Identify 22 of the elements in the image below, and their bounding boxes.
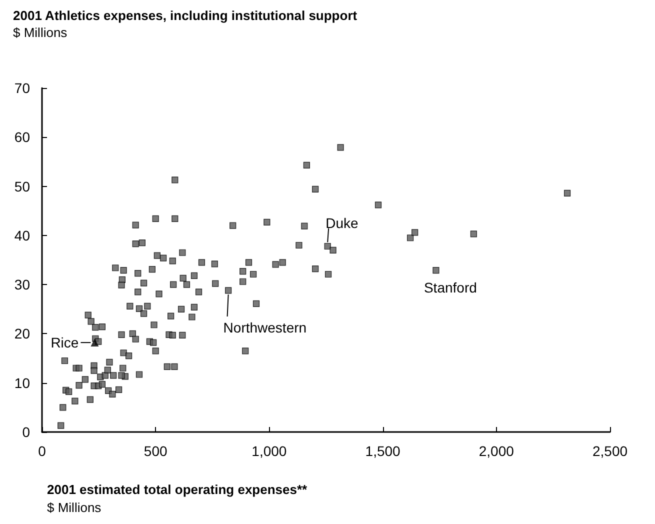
x-axis-title: 2001 estimated total operating expenses**: [47, 482, 308, 497]
x-tick-label: 2,500: [592, 443, 628, 459]
x-tick-label: 1,500: [365, 443, 401, 459]
y-tick-label: 50: [14, 178, 30, 194]
x-tick-label: 0: [38, 443, 46, 459]
y-tick-label: 30: [14, 276, 30, 293]
y-tick-label: 0: [22, 424, 30, 440]
chart-title: 2001 Athletics expenses, including institutional support: [13, 8, 358, 23]
y-tick-label: 60: [14, 129, 30, 146]
x-tick-label: 500: [144, 443, 168, 459]
annotation: Northwestern: [223, 319, 307, 336]
text: $ Millions: [47, 500, 102, 515]
annotation: Stanford: [424, 279, 477, 296]
y-tick-label: 20: [14, 326, 30, 342]
annotation: Rice: [50, 334, 79, 351]
x-tick-label: 2,000: [478, 443, 514, 459]
y-tick-label: 70: [14, 80, 30, 96]
x-tick-label: 1,000: [252, 443, 287, 459]
y-axis-title: $ Millions: [13, 25, 68, 40]
y-tick-label: 40: [14, 227, 30, 244]
annotation: Duke: [326, 215, 358, 232]
y-tick-label: 10: [14, 374, 30, 391]
